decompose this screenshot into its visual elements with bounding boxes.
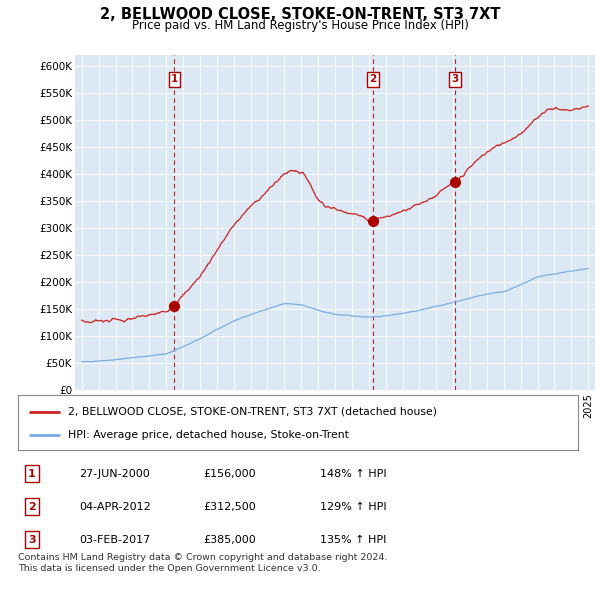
Text: Price paid vs. HM Land Registry's House Price Index (HPI): Price paid vs. HM Land Registry's House … (131, 19, 469, 32)
Text: 148% ↑ HPI: 148% ↑ HPI (320, 468, 387, 478)
Text: 129% ↑ HPI: 129% ↑ HPI (320, 502, 387, 512)
Text: Contains HM Land Registry data © Crown copyright and database right 2024.
This d: Contains HM Land Registry data © Crown c… (18, 553, 388, 573)
Text: 3: 3 (451, 74, 458, 84)
Text: 3: 3 (28, 535, 36, 545)
Text: 1: 1 (171, 74, 178, 84)
Text: 2: 2 (370, 74, 377, 84)
Text: 1: 1 (28, 468, 36, 478)
Text: £156,000: £156,000 (203, 468, 256, 478)
Text: 135% ↑ HPI: 135% ↑ HPI (320, 535, 387, 545)
Text: 03-FEB-2017: 03-FEB-2017 (80, 535, 151, 545)
Text: £385,000: £385,000 (203, 535, 256, 545)
Text: 2: 2 (28, 502, 36, 512)
Text: 2, BELLWOOD CLOSE, STOKE-ON-TRENT, ST3 7XT: 2, BELLWOOD CLOSE, STOKE-ON-TRENT, ST3 7… (100, 7, 500, 22)
Text: 27-JUN-2000: 27-JUN-2000 (80, 468, 151, 478)
Text: HPI: Average price, detached house, Stoke-on-Trent: HPI: Average price, detached house, Stok… (68, 430, 349, 440)
Text: 2, BELLWOOD CLOSE, STOKE-ON-TRENT, ST3 7XT (detached house): 2, BELLWOOD CLOSE, STOKE-ON-TRENT, ST3 7… (68, 407, 437, 417)
Text: £312,500: £312,500 (203, 502, 256, 512)
Text: 04-APR-2012: 04-APR-2012 (80, 502, 151, 512)
